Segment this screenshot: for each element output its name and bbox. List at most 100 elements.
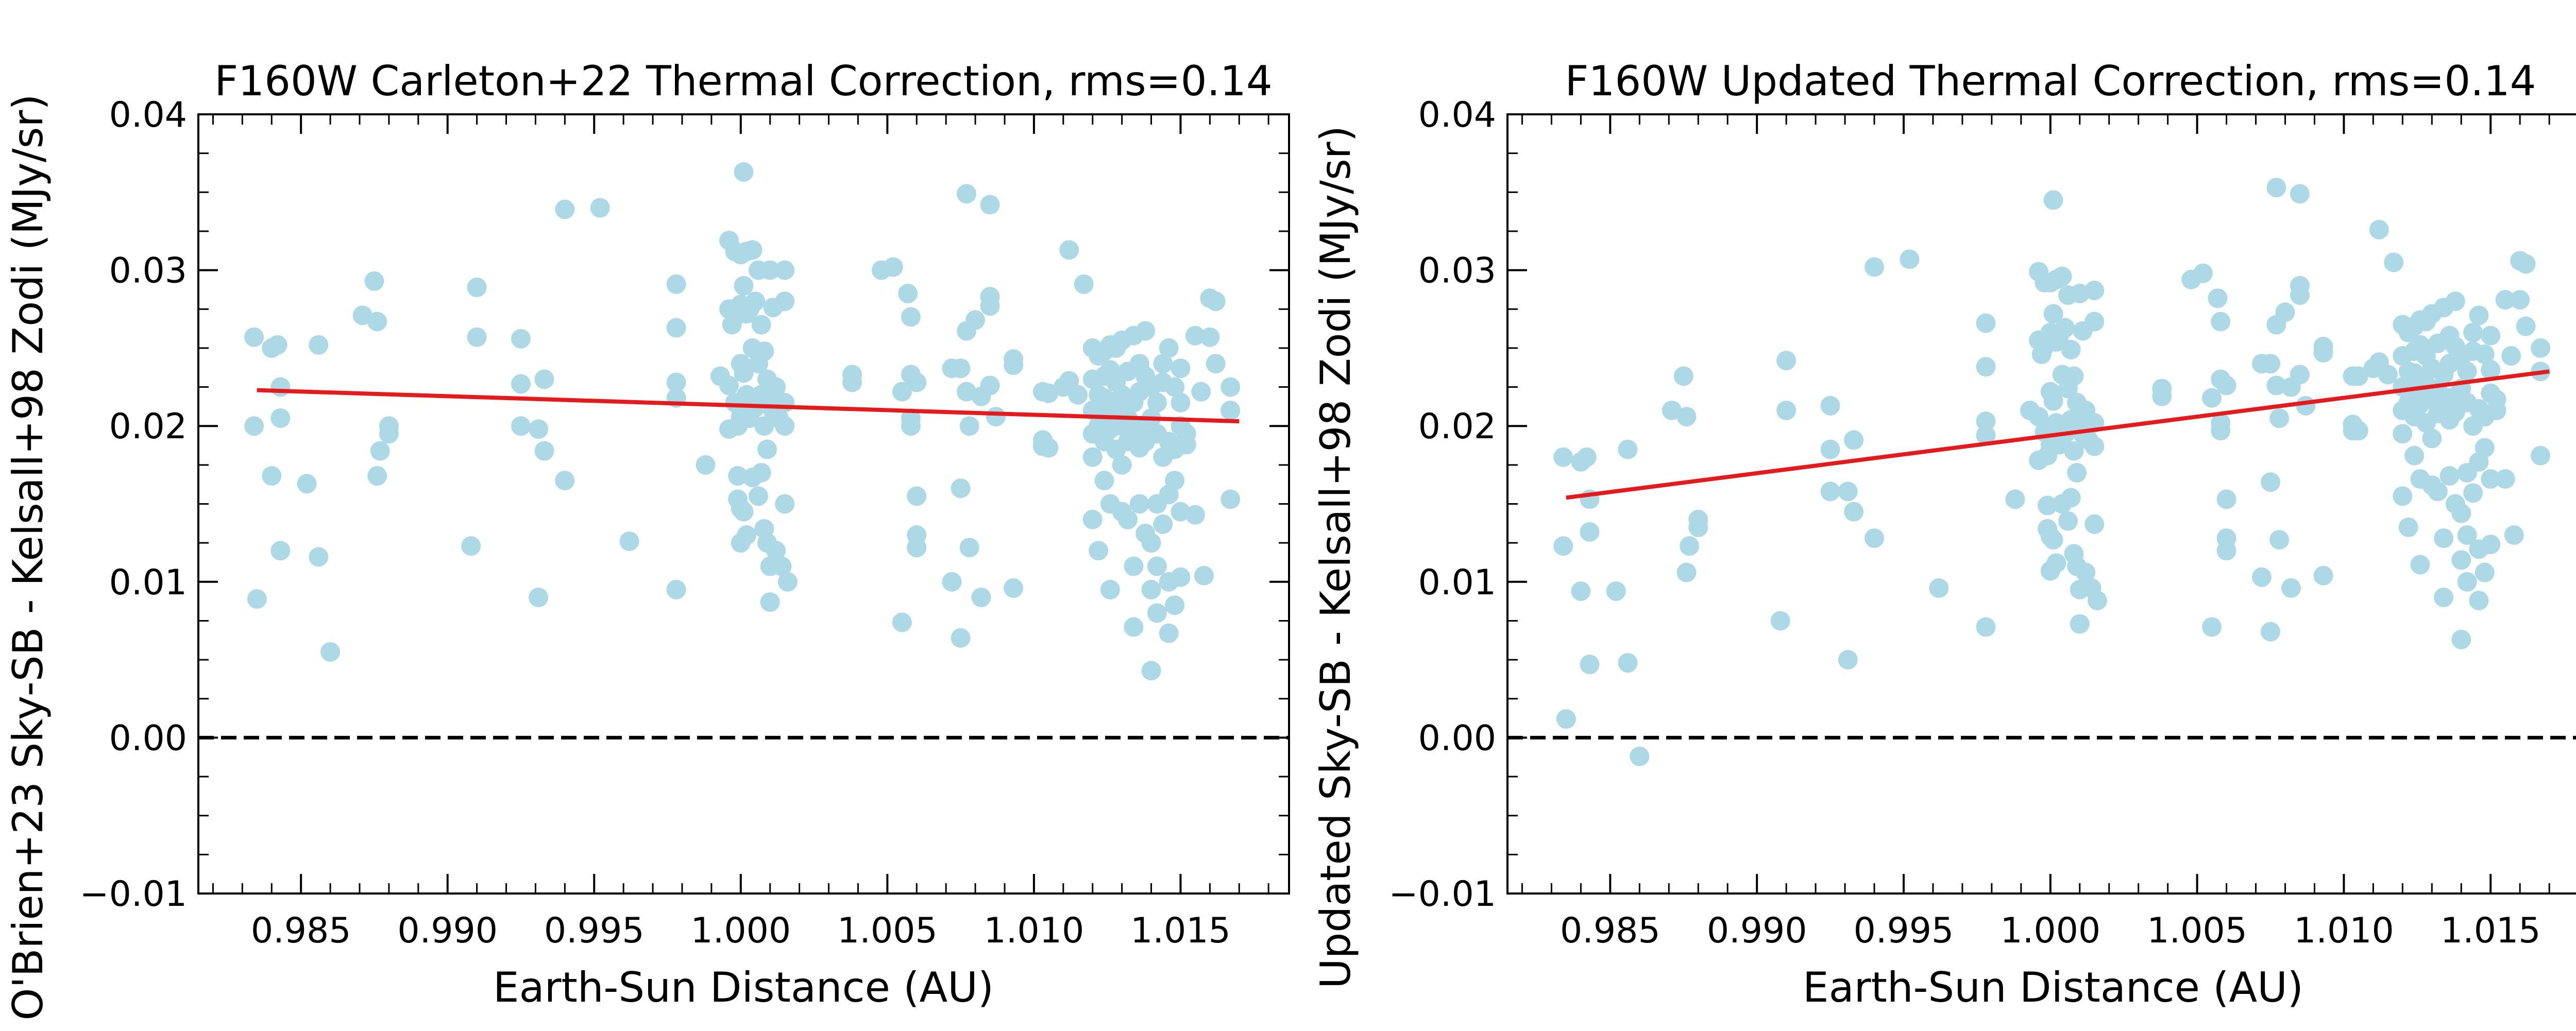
data-point bbox=[754, 416, 774, 436]
data-point bbox=[1606, 581, 1626, 601]
data-point bbox=[2061, 339, 2081, 359]
data-point bbox=[2369, 219, 2389, 239]
x-tick-label: 1.015 bbox=[2441, 910, 2541, 951]
data-point bbox=[1059, 371, 1079, 391]
data-point bbox=[957, 184, 977, 204]
data-point bbox=[666, 372, 686, 392]
data-point bbox=[2152, 386, 2172, 406]
data-point bbox=[247, 589, 267, 609]
data-point bbox=[2510, 290, 2530, 310]
data-point bbox=[2043, 391, 2063, 411]
data-point bbox=[555, 199, 575, 219]
data-point bbox=[2434, 588, 2454, 608]
data-point bbox=[1147, 392, 1167, 413]
data-point bbox=[2531, 338, 2551, 358]
data-point bbox=[2378, 365, 2398, 385]
x-tick-label: 0.990 bbox=[1707, 910, 1807, 951]
data-point bbox=[1171, 358, 1191, 379]
data-point bbox=[2052, 266, 2072, 286]
data-point bbox=[898, 283, 918, 303]
data-point bbox=[2404, 445, 2425, 466]
data-point bbox=[766, 541, 786, 561]
data-point bbox=[748, 486, 768, 506]
data-point bbox=[529, 419, 549, 439]
data-point bbox=[2495, 469, 2515, 489]
x-tick-label: 0.995 bbox=[544, 910, 645, 951]
data-point bbox=[2516, 254, 2536, 274]
data-point bbox=[2070, 614, 2090, 634]
data-point bbox=[2266, 375, 2286, 396]
data-point bbox=[2475, 345, 2495, 365]
data-point bbox=[1194, 565, 1214, 586]
data-point bbox=[1770, 611, 1790, 631]
data-point bbox=[2384, 252, 2404, 272]
data-point bbox=[1171, 502, 1191, 522]
data-point bbox=[2475, 438, 2495, 458]
data-point bbox=[1039, 383, 1059, 403]
data-point bbox=[467, 327, 487, 347]
y-tick-label: 0.01 bbox=[1418, 562, 1496, 603]
data-point bbox=[1976, 617, 1996, 637]
data-point bbox=[2457, 572, 2477, 592]
data-point bbox=[2084, 514, 2105, 534]
data-point bbox=[1082, 509, 1103, 529]
data-point bbox=[751, 462, 771, 483]
data-point bbox=[1118, 509, 1138, 529]
data-point bbox=[951, 358, 971, 379]
data-point bbox=[1838, 482, 1858, 502]
data-point bbox=[619, 531, 639, 552]
data-point bbox=[959, 416, 979, 436]
data-point bbox=[1673, 366, 1693, 386]
data-point bbox=[751, 315, 771, 335]
data-point bbox=[2070, 283, 2090, 303]
plot-area: 0.985 0.990 0.995 1.000 1.005 1.010 1.015 −0.01… bbox=[1389, 95, 2576, 951]
data-point bbox=[760, 260, 780, 280]
data-point bbox=[2281, 578, 2301, 598]
data-point bbox=[2434, 528, 2454, 548]
data-point bbox=[2266, 178, 2286, 198]
data-point bbox=[1838, 650, 1858, 670]
data-point bbox=[2290, 285, 2310, 305]
x-tick-label: 1.015 bbox=[1130, 910, 1231, 951]
data-point bbox=[590, 198, 610, 218]
x-tick-label: 0.990 bbox=[397, 910, 498, 951]
data-point bbox=[2084, 436, 2105, 456]
data-point bbox=[980, 375, 1000, 396]
data-point bbox=[2251, 567, 2272, 587]
data-point bbox=[1129, 494, 1149, 514]
x-tick-label: 1.000 bbox=[2000, 910, 2100, 951]
data-point bbox=[2067, 462, 2087, 483]
data-point bbox=[1185, 505, 1205, 525]
data-point bbox=[745, 291, 766, 312]
data-point bbox=[1206, 354, 1226, 374]
data-point bbox=[555, 471, 575, 491]
data-point bbox=[2348, 366, 2368, 386]
data-point bbox=[2064, 441, 2084, 461]
data-point bbox=[1159, 623, 1179, 643]
data-point bbox=[2216, 489, 2236, 509]
y-tick-label: 0.03 bbox=[1418, 251, 1496, 291]
x-axis-label: Earth-Sun Distance (AU) bbox=[493, 964, 994, 1011]
data-point bbox=[775, 494, 795, 514]
data-point bbox=[775, 260, 795, 280]
fit-line bbox=[1566, 369, 2550, 500]
data-point bbox=[2451, 503, 2471, 523]
data-point bbox=[2202, 617, 2222, 637]
data-point bbox=[244, 416, 264, 436]
y-tick-label: 0.04 bbox=[109, 95, 187, 135]
data-point bbox=[2296, 396, 2316, 416]
data-point bbox=[364, 271, 384, 291]
data-point bbox=[883, 257, 903, 277]
data-point bbox=[2046, 553, 2066, 573]
x-tick-label: 0.985 bbox=[1560, 910, 1660, 951]
data-point bbox=[297, 474, 317, 494]
data-point bbox=[1159, 338, 1179, 358]
data-point bbox=[1929, 578, 1949, 598]
y-axis-label: O'Brien+23 Sky-SB - Kelsall+98 Zodi (MJy… bbox=[4, 94, 52, 1020]
data-point bbox=[696, 455, 716, 475]
data-point bbox=[1820, 482, 1840, 502]
data-point bbox=[511, 416, 531, 436]
data-point bbox=[262, 466, 282, 486]
y-tick-label: 0.01 bbox=[109, 562, 187, 603]
data-point bbox=[1580, 522, 1600, 542]
